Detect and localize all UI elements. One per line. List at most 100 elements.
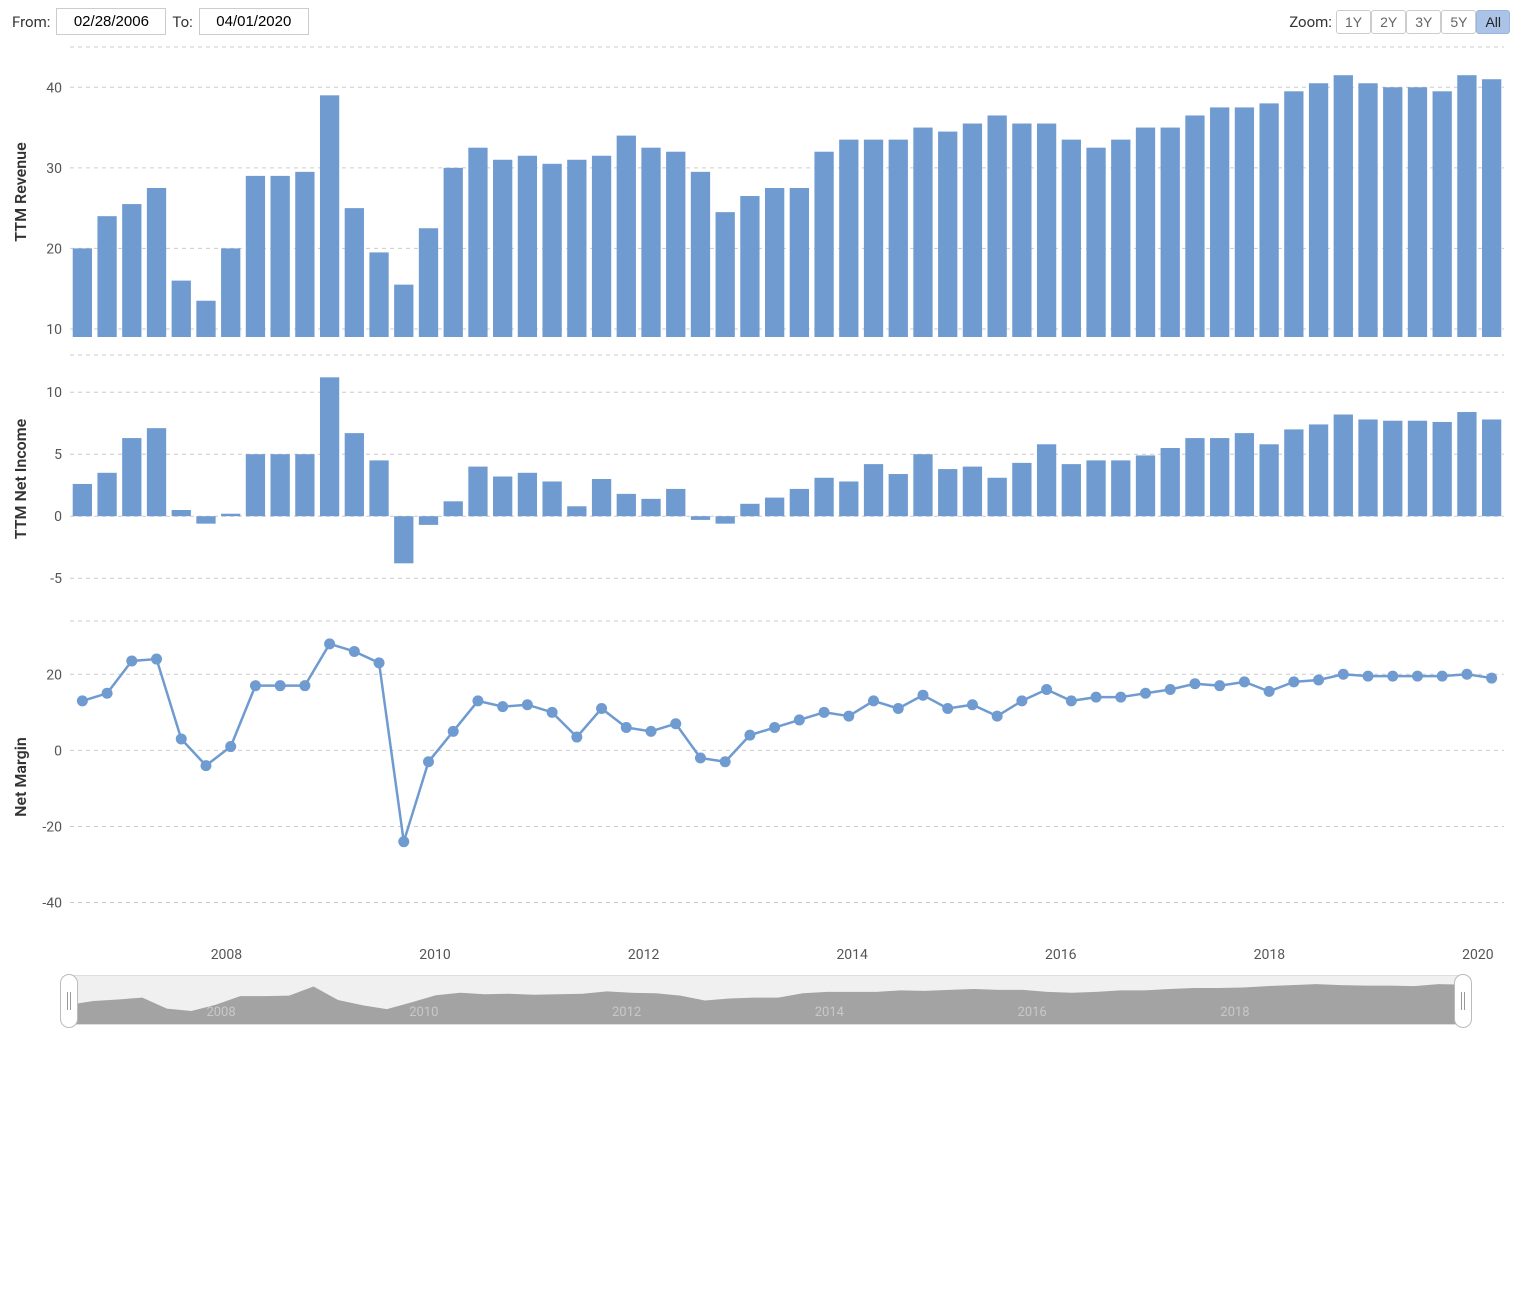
range-tick: 2016 xyxy=(1018,1005,1047,1020)
range-tick: 2008 xyxy=(206,1005,235,1020)
line-marker xyxy=(200,760,211,771)
bar xyxy=(320,95,339,337)
bar xyxy=(1185,438,1204,516)
bar xyxy=(1383,87,1402,337)
bar xyxy=(246,176,265,337)
svg-text:20: 20 xyxy=(46,241,62,257)
bar xyxy=(246,454,265,516)
chart-svg: 10203040TTM Revenue-50510TTM Net Income-… xyxy=(8,43,1514,969)
bar xyxy=(394,516,413,563)
line-series xyxy=(82,644,1491,842)
bar xyxy=(864,464,883,516)
zoom-button-3y[interactable]: 3Y xyxy=(1406,10,1441,34)
range-handle-left[interactable] xyxy=(60,974,78,1028)
bar xyxy=(864,140,883,337)
line-marker xyxy=(1288,676,1299,687)
line-marker xyxy=(1461,669,1472,680)
bar xyxy=(468,148,487,337)
bar xyxy=(1457,412,1476,516)
bar xyxy=(1111,140,1130,337)
zoom-button-1y[interactable]: 1Y xyxy=(1336,10,1371,34)
line-marker xyxy=(596,703,607,714)
bar xyxy=(740,196,759,337)
bar xyxy=(1235,107,1254,337)
line-marker xyxy=(744,730,755,741)
bar xyxy=(419,516,438,525)
bar xyxy=(839,481,858,516)
bar xyxy=(691,516,710,520)
range-tick: 2014 xyxy=(815,1005,844,1020)
line-marker xyxy=(1387,671,1398,682)
bar xyxy=(196,301,215,337)
bar xyxy=(419,228,438,337)
bar xyxy=(641,499,660,516)
bar xyxy=(889,140,908,337)
line-marker xyxy=(1041,684,1052,695)
svg-text:0: 0 xyxy=(54,743,62,759)
line-marker xyxy=(571,732,582,743)
svg-text:2016: 2016 xyxy=(1045,947,1077,963)
bar xyxy=(444,501,463,516)
bar xyxy=(369,252,388,337)
bar xyxy=(369,460,388,516)
bar xyxy=(221,514,240,516)
line-marker xyxy=(299,680,310,691)
svg-text:TTM Revenue: TTM Revenue xyxy=(11,142,30,242)
from-date-input[interactable] xyxy=(56,8,166,35)
line-marker xyxy=(670,718,681,729)
bar xyxy=(271,454,290,516)
svg-text:2018: 2018 xyxy=(1254,947,1286,963)
line-marker xyxy=(398,836,409,847)
range-handle-right[interactable] xyxy=(1454,974,1472,1028)
bar xyxy=(1284,91,1303,337)
line-marker xyxy=(1091,692,1102,703)
bar xyxy=(889,474,908,516)
bar xyxy=(1111,460,1130,516)
bar xyxy=(740,504,759,516)
line-marker xyxy=(992,711,1003,722)
line-marker xyxy=(275,680,286,691)
bar xyxy=(567,506,586,516)
svg-text:0: 0 xyxy=(54,509,62,525)
bar xyxy=(617,136,636,337)
to-date-input[interactable] xyxy=(199,8,309,35)
svg-text:-5: -5 xyxy=(50,571,62,587)
bar xyxy=(1383,421,1402,516)
bar xyxy=(295,454,314,516)
svg-text:40: 40 xyxy=(46,80,62,96)
bar xyxy=(592,479,611,516)
svg-text:-20: -20 xyxy=(42,819,62,835)
range-slider[interactable]: 200820102012201420162018 xyxy=(68,975,1464,1025)
bar xyxy=(1259,103,1278,337)
bar xyxy=(641,148,660,337)
bar xyxy=(1309,424,1328,516)
line-marker xyxy=(1066,695,1077,706)
zoom-button-all[interactable]: All xyxy=(1476,10,1510,34)
bar xyxy=(790,489,809,516)
bar xyxy=(814,152,833,337)
zoom-button-2y[interactable]: 2Y xyxy=(1371,10,1406,34)
range-area-chart xyxy=(69,976,1463,1024)
bar xyxy=(1334,75,1353,337)
line-marker xyxy=(720,756,731,767)
zoom-group: Zoom: 1Y2Y3Y5YAll xyxy=(1289,10,1510,34)
bar xyxy=(1408,421,1427,516)
date-range-group: From: To: xyxy=(12,8,309,35)
bar xyxy=(814,478,833,516)
bar xyxy=(1161,128,1180,337)
bar xyxy=(320,377,339,516)
line-marker xyxy=(794,714,805,725)
line-marker xyxy=(695,752,706,763)
line-marker xyxy=(1140,688,1151,699)
svg-text:2020: 2020 xyxy=(1462,947,1494,963)
bar xyxy=(1185,115,1204,337)
svg-text:Net Margin: Net Margin xyxy=(11,737,30,817)
bar xyxy=(1012,124,1031,337)
line-marker xyxy=(497,701,508,712)
bar xyxy=(1012,463,1031,516)
bar xyxy=(1482,79,1501,337)
svg-text:10: 10 xyxy=(46,322,62,338)
zoom-button-5y[interactable]: 5Y xyxy=(1441,10,1476,34)
svg-text:10: 10 xyxy=(46,385,62,401)
bar xyxy=(1037,444,1056,516)
